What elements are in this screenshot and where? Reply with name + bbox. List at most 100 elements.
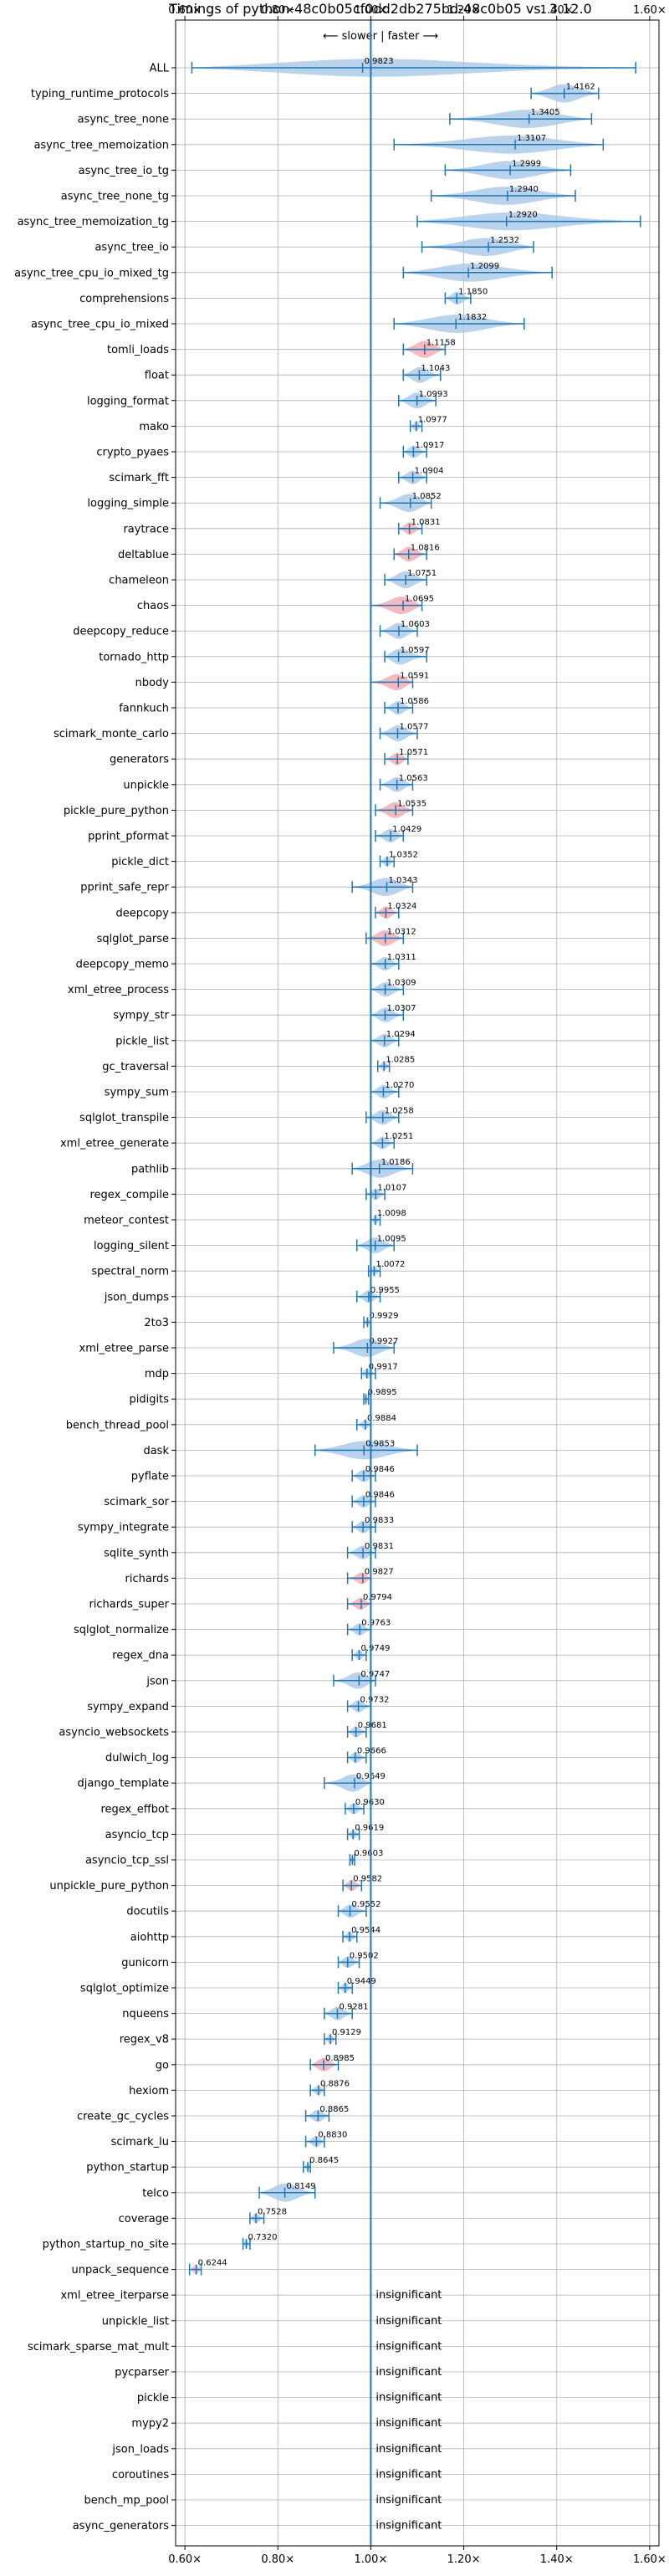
benchmark-label: create_gc_cycles xyxy=(77,2111,169,2123)
benchmark-label: sqlglot_normalize xyxy=(74,1624,169,1636)
benchmark-label: richards xyxy=(125,1573,170,1585)
benchmark-label: gunicorn xyxy=(121,1957,169,1969)
benchmark-row: pickle insignificant xyxy=(137,2392,659,2404)
value-label: 0.9794 xyxy=(363,1593,392,1602)
benchmark-label: raytrace xyxy=(123,523,169,535)
bottom-tick-label: 1.00× xyxy=(355,2553,388,2566)
benchmark-row: richards 0.9827 xyxy=(125,1567,659,1585)
value-label: 1.0591 xyxy=(400,671,429,680)
benchmark-row: richards_super 0.9794 xyxy=(89,1593,659,1611)
chart-title: Timings of python-48c0b05cf0dd2db275bd-4… xyxy=(168,1,591,17)
benchmark-row: sqlglot_transpile 1.0258 xyxy=(79,1107,659,1125)
benchmark-row: mako 1.0977 xyxy=(139,415,659,433)
value-label: 1.0751 xyxy=(407,569,437,578)
insignificant-label: insignificant xyxy=(375,2494,442,2507)
value-label: 1.1158 xyxy=(426,339,456,348)
bottom-tick-label: 1.20× xyxy=(447,2553,481,2566)
benchmark-label: regex_compile xyxy=(89,1189,169,1201)
value-label: 0.9831 xyxy=(365,1542,394,1551)
benchmark-row: pprint_pformat 1.0429 xyxy=(88,825,659,843)
value-label: 1.0993 xyxy=(419,390,448,399)
value-label: 1.3405 xyxy=(531,108,560,117)
benchmark-row: nbody 1.0591 xyxy=(135,671,659,691)
benchmark-label: sympy_sum xyxy=(105,1087,169,1099)
benchmark-label: tornado_http xyxy=(99,651,169,663)
value-label: 0.9281 xyxy=(339,2003,368,2012)
benchmark-label: mypy2 xyxy=(131,2418,169,2430)
benchmark-row: scimark_monte_carlo 1.0577 xyxy=(54,723,659,742)
benchmark-row: raytrace 1.0831 xyxy=(123,518,659,535)
value-label: 0.9884 xyxy=(367,1414,396,1423)
benchmark-row: async_tree_memoization_tg 1.2920 xyxy=(18,211,659,231)
benchmark-row: bench_thread_pool 0.9884 xyxy=(66,1414,659,1431)
value-label: 0.9619 xyxy=(355,1823,384,1832)
benchmark-row: scimark_lu 0.8830 xyxy=(111,2131,659,2148)
benchmark-label: sympy_expand xyxy=(87,1701,169,1713)
benchmark-row: fannkuch 1.0586 xyxy=(119,697,659,715)
benchmark-row: comprehensions 1.1850 xyxy=(79,287,659,305)
value-label: 0.9763 xyxy=(361,1619,391,1628)
benchmark-row: pidigits 0.9895 xyxy=(130,1388,659,1406)
bottom-tick-label: 1.60× xyxy=(633,2553,666,2566)
value-label: 1.0586 xyxy=(400,697,429,706)
benchmark-label: sympy_str xyxy=(113,1010,169,1022)
benchmark-label: deepcopy xyxy=(115,907,169,919)
benchmark-row: unpack_sequence 0.6244 xyxy=(71,2259,659,2276)
benchmark-label: tomli_loads xyxy=(107,344,169,356)
benchmark-row: deltablue 1.0816 xyxy=(118,543,659,562)
benchmark-label: logging_simple xyxy=(87,498,169,510)
benchmark-label: async_tree_cpu_io_mixed xyxy=(31,319,169,331)
benchmark-label: unpack_sequence xyxy=(71,2264,169,2276)
benchmark-label: asyncio_websockets xyxy=(59,1727,169,1739)
bottom-tick-label: 0.80× xyxy=(261,2553,294,2566)
bottom-axis: 0.60× 0.80× 1.00× 1.20× 1.40× 1.60× xyxy=(168,2546,666,2566)
benchmark-label: regex_v8 xyxy=(120,2034,169,2046)
value-label: 0.9955 xyxy=(370,1286,400,1295)
bottom-tick-label: 0.60× xyxy=(168,2553,202,2566)
benchmark-label: scimark_sor xyxy=(104,1496,169,1508)
benchmark-row: docutils 0.9552 xyxy=(126,1900,659,1918)
value-label: 1.1043 xyxy=(421,364,450,373)
benchmark-row: async_generators insignificant xyxy=(73,2520,659,2532)
benchmark-label: unpickle_list xyxy=(102,2315,169,2328)
benchmark-label: json_loads xyxy=(111,2443,169,2456)
benchmark-label: coroutines xyxy=(112,2469,169,2481)
benchmark-row: tornado_http 1.0597 xyxy=(99,646,659,665)
benchmark-row: crypto_pyaes 1.0917 xyxy=(96,441,659,459)
benchmark-row: unpickle_pure_python 0.9582 xyxy=(49,1875,659,1892)
benchmark-label: regex_effbot xyxy=(100,1803,169,1815)
insignificant-label: insignificant xyxy=(375,2340,442,2353)
value-label: 0.9917 xyxy=(369,1363,398,1372)
value-label: 1.0186 xyxy=(381,1158,411,1167)
top-tick-label: 1.20× xyxy=(447,4,481,17)
value-label: 1.0917 xyxy=(415,441,444,450)
benchmark-label: crypto_pyaes xyxy=(96,447,169,459)
value-label: 0.9823 xyxy=(365,57,394,66)
benchmark-row: unpickle_list insignificant xyxy=(102,2315,659,2328)
benchmark-row: json_dumps 0.9955 xyxy=(104,1286,659,1303)
value-label: 1.0563 xyxy=(399,774,428,783)
benchmark-row: generators 1.0571 xyxy=(110,748,659,766)
benchmark-row: aiohttp 0.9544 xyxy=(130,1926,659,1944)
benchmark-row: coverage 0.7528 xyxy=(119,2207,659,2225)
benchmark-row: sympy_integrate 0.9833 xyxy=(78,1516,659,1534)
benchmark-row: sympy_expand 0.9732 xyxy=(87,1695,659,1713)
benchmark-label: float xyxy=(145,370,169,382)
value-label: 0.9502 xyxy=(350,1951,379,1960)
value-label: 1.0904 xyxy=(415,467,444,476)
benchmark-label: pickle_pure_python xyxy=(64,805,169,817)
top-tick-label: 1.00× xyxy=(355,4,388,17)
benchmark-row: json_loads insignificant xyxy=(111,2443,659,2456)
benchmark-row: async_tree_cpu_io_mixed 1.1832 xyxy=(31,313,659,333)
benchmark-row: sqlglot_parse 1.0312 xyxy=(97,927,659,946)
value-label: 1.0072 xyxy=(375,1260,405,1269)
benchmark-row: scimark_fft 1.0904 xyxy=(109,467,659,484)
benchmark-row: bench_mp_pool insignificant xyxy=(84,2494,659,2507)
value-label: 1.1832 xyxy=(457,313,487,322)
insignificant-label: insignificant xyxy=(375,2520,442,2532)
benchmark-label: pprint_pformat xyxy=(88,831,169,843)
benchmark-row: python_startup 0.8645 xyxy=(86,2156,659,2174)
benchmark-label: unpickle_pure_python xyxy=(49,1880,169,1892)
value-label: 0.9853 xyxy=(365,1439,395,1448)
